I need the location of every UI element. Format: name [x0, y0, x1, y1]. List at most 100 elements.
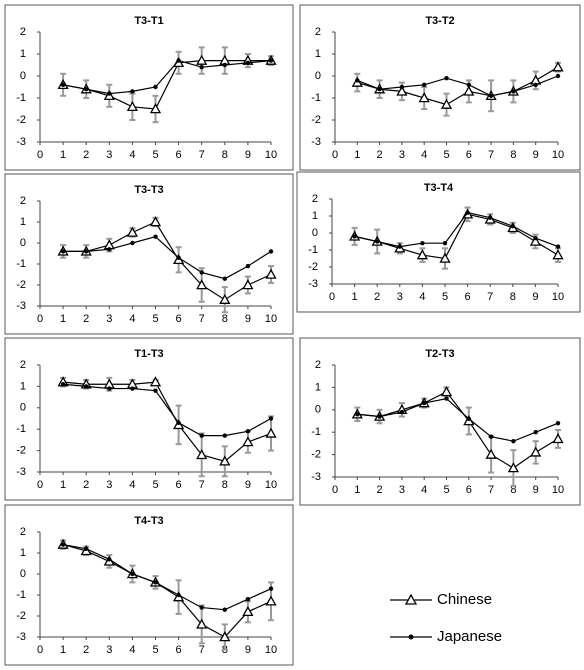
x-tick-label: 2	[83, 313, 89, 325]
y-tick-label: -3	[311, 136, 321, 148]
marker-dot	[511, 89, 516, 94]
x-tick-label: 9	[533, 149, 539, 161]
x-tick-label: 2	[83, 479, 89, 491]
marker-triangle	[418, 92, 430, 103]
marker-dot	[176, 592, 181, 598]
series-line	[354, 211, 559, 248]
marker-dot	[511, 438, 516, 444]
panel-border	[4, 173, 294, 335]
y-tick-label: -1	[16, 423, 26, 435]
legend-marker	[404, 593, 418, 605]
marker-dot	[222, 276, 227, 281]
y-tick-label: 1	[315, 48, 321, 60]
x-tick-label: 1	[60, 479, 66, 491]
x-tick-label: 3	[106, 479, 112, 491]
marker-dot	[268, 249, 274, 254]
chart-title: T4-T3	[134, 515, 163, 527]
marker-dot	[268, 58, 274, 63]
marker-triangle	[242, 605, 254, 617]
x-tick-label: 6	[466, 484, 472, 496]
x-tick-label: 7	[199, 479, 205, 491]
marker-dot	[107, 247, 112, 252]
marker-dot	[352, 234, 357, 239]
marker-dot	[422, 82, 427, 88]
marker-triangle	[552, 61, 564, 72]
marker-dot	[533, 82, 538, 88]
x-tick-label: 2	[377, 484, 383, 496]
series-line	[357, 75, 559, 97]
marker-dot	[465, 210, 470, 215]
x-tick-label: 0	[37, 313, 43, 325]
y-tick-label: 1	[315, 381, 321, 393]
x-tick-label: 8	[510, 291, 516, 303]
marker-dot	[355, 78, 360, 83]
y-tick-label: -1	[16, 589, 26, 601]
marker-dot	[533, 235, 538, 241]
marker-dot	[268, 416, 274, 421]
series-line	[62, 60, 271, 110]
marker-triangle	[265, 595, 277, 606]
y-tick-label: -3	[16, 300, 26, 312]
chart-panel: T3-T4 -3 -2 -1 0 1 2 0 1 2 3 4 5 6 7 8 9 10	[296, 171, 581, 313]
marker-dot	[153, 84, 158, 90]
marker-dot	[510, 224, 515, 229]
marker-dot	[488, 93, 494, 99]
x-tick-label: 3	[106, 644, 112, 656]
y-tick-label: -1	[311, 426, 321, 438]
x-tick-label: 9	[245, 479, 251, 491]
x-tick-label: 9	[532, 291, 538, 303]
legend-label: Chinese	[437, 591, 492, 608]
panel-border	[299, 4, 581, 171]
x-tick-label: 1	[60, 149, 66, 161]
y-tick-label: 0	[312, 227, 318, 239]
series-line	[62, 544, 272, 638]
x-tick-label: 9	[245, 149, 251, 161]
x-tick-label: 0	[37, 149, 43, 161]
marker-dot	[555, 244, 561, 249]
y-tick-label: -3	[311, 471, 321, 483]
chart-title: T3-T4	[424, 182, 454, 194]
marker-triangle	[219, 455, 231, 466]
x-tick-label: 1	[60, 313, 66, 325]
marker-triangle	[440, 98, 453, 109]
marker-dot	[268, 586, 274, 591]
y-tick-label: -2	[16, 610, 26, 622]
y-tick-label: -2	[311, 449, 321, 461]
x-tick-label: 0	[37, 479, 43, 491]
chart-panel: T3-T1 -3 -2 -1 0 1 2 0 1 2 3 4 5 6 7 8 9 10	[4, 4, 294, 171]
x-tick-label: 9	[245, 313, 251, 325]
marker-triangle	[265, 427, 277, 438]
marker-dot	[222, 607, 227, 612]
marker-dot	[444, 396, 449, 401]
marker-triangle	[196, 618, 208, 629]
marker-triangle	[149, 376, 162, 387]
panel-border	[299, 337, 581, 506]
marker-triangle	[219, 293, 231, 304]
chart-title: T1-T3	[134, 348, 163, 360]
series-line	[63, 221, 272, 301]
marker-dot	[176, 255, 181, 260]
x-tick-label: 1	[60, 644, 66, 656]
marker-triangle	[552, 249, 564, 260]
x-tick-label: 10	[552, 291, 564, 303]
chart-panel: T3-T2 -3 -2 -1 0 1 2 0 1 2 3 4 5 6 7 8 9 10	[299, 4, 581, 171]
marker-triangle	[219, 631, 231, 642]
marker-dot	[60, 382, 66, 387]
series-line	[62, 59, 272, 95]
marker-dot	[245, 263, 251, 269]
x-tick-label: 5	[152, 644, 158, 656]
series-line	[354, 213, 559, 260]
marker-triangle	[196, 54, 208, 65]
series-line	[357, 391, 559, 469]
y-tick-label: -3	[16, 466, 26, 478]
x-tick-label: 0	[332, 149, 338, 161]
y-tick-label: 2	[20, 526, 26, 538]
y-tick-label: 0	[20, 70, 26, 82]
marker-dot	[130, 240, 135, 246]
marker-dot	[488, 434, 494, 439]
chart-title: T3-T3	[134, 184, 163, 196]
marker-triangle	[242, 436, 254, 447]
marker-dot	[222, 433, 227, 438]
y-tick-label: 0	[20, 237, 26, 249]
y-tick-label: 2	[20, 195, 26, 207]
